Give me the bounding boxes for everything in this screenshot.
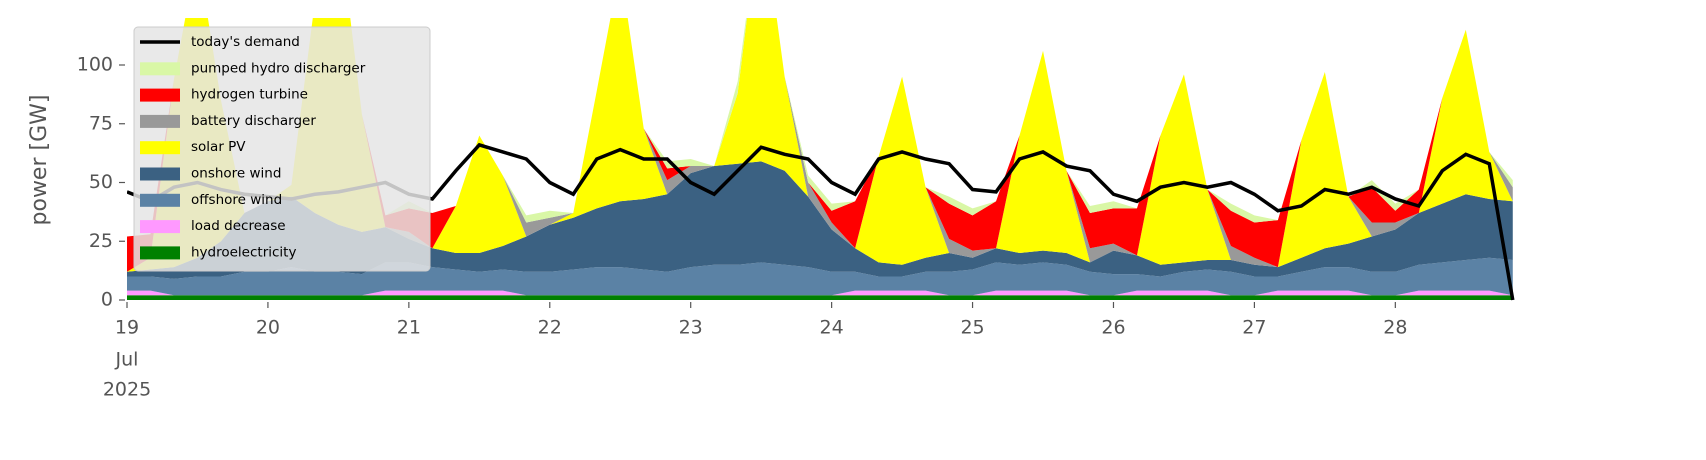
y-tick-label: 75 (89, 112, 113, 134)
legend-label: battery discharger (191, 113, 316, 129)
legend-label: pumped hydro discharger (191, 60, 366, 76)
x-tick-label: 25 (960, 317, 984, 339)
area (127, 161, 1513, 279)
legend-label: today's demand (191, 34, 300, 50)
x-tick-label: 23 (679, 317, 703, 339)
x-tick-label: 24 (820, 317, 844, 339)
area (127, 295, 1513, 300)
legend-swatch (140, 246, 180, 260)
x-tick-label: 22 (538, 317, 562, 339)
legend-label: offshore wind (191, 192, 282, 208)
x-tick-label: 28 (1383, 317, 1407, 339)
legend-label: hydroelectricity (191, 244, 296, 260)
legend: today's demand pumped hydro discharger hyd… (133, 26, 431, 272)
legend-swatch (140, 114, 180, 128)
y-tick-label: 50 (89, 171, 113, 193)
legend-swatch (140, 141, 180, 155)
y-tick-label: 100 (77, 54, 113, 76)
y-tick-label: 0 (101, 289, 113, 311)
area (127, 257, 1513, 296)
x-tick-label: 20 (256, 317, 280, 339)
legend-label: load decrease (191, 218, 286, 234)
legend-swatch (140, 167, 180, 181)
legend-swatch (140, 62, 180, 76)
area (127, 18, 1513, 272)
x-tick-label: 21 (397, 317, 421, 339)
legend-label: onshore wind (191, 166, 281, 182)
x-sublabel: Jul (115, 349, 139, 371)
area (127, 18, 1513, 237)
legend-swatch (140, 88, 180, 102)
legend-swatch (140, 220, 180, 234)
x-sublabel: 2025 (103, 379, 151, 401)
legend-box (133, 26, 431, 272)
legend-swatch (140, 193, 180, 207)
x-tick-label: 19 (115, 317, 139, 339)
legend-label: solar PV (191, 139, 246, 155)
axes: 0 25 50 75 100 19 20 21 22 23 24 25 26 27 28 Jul 2025 (77, 54, 1408, 401)
area (127, 290, 1513, 296)
legend-label: hydrogen turbine (191, 87, 308, 103)
y-tick-label: 25 (89, 230, 113, 252)
x-tick-label: 26 (1101, 317, 1125, 339)
y-axis-label: power [GW] (27, 95, 52, 226)
x-tick-label: 27 (1242, 317, 1266, 339)
